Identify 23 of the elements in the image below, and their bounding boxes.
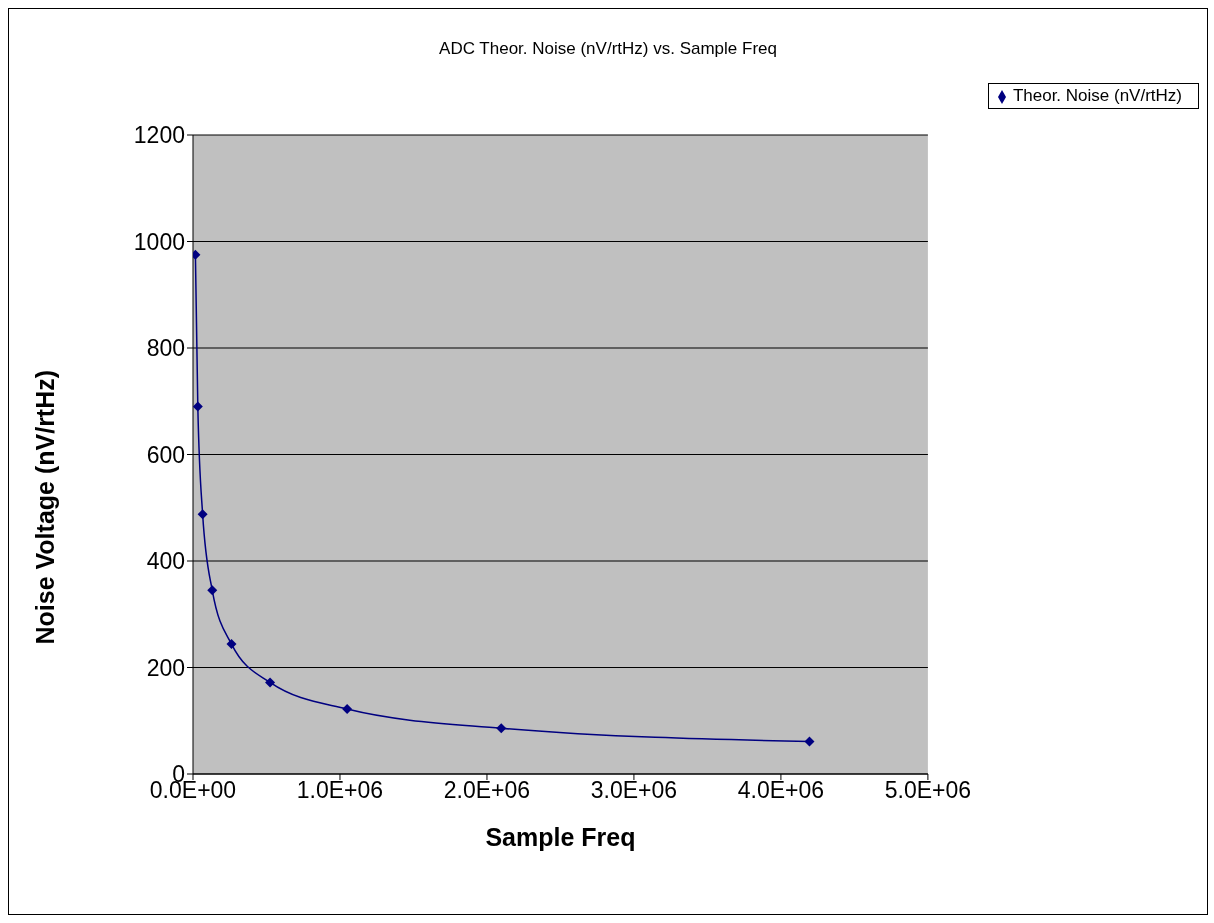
y-tick-label: 600 <box>146 441 185 468</box>
x-axis-title: Sample Freq <box>485 823 636 851</box>
chart-title: ADC Theor. Noise (nV/rtHz) vs. Sample Freq <box>438 39 778 59</box>
x-tick-label: 2.0E+06 <box>443 777 531 804</box>
x-tick-label: 5.0E+06 <box>884 777 972 804</box>
point <box>197 509 208 520</box>
x-tick-label: 1.0E+06 <box>296 777 384 804</box>
point <box>193 401 203 412</box>
point <box>496 723 507 734</box>
y-tick-label: 200 <box>146 654 185 681</box>
x-tick-label: 3.0E+06 <box>590 777 678 804</box>
y-tick-label: 1000 <box>133 228 185 255</box>
point <box>804 736 815 747</box>
y-tick-label: 800 <box>146 335 185 362</box>
y-tick-label: 400 <box>146 548 185 575</box>
y-tick-label: 1200 <box>133 122 185 149</box>
point <box>265 677 276 688</box>
y-axis-title: Noise Voltage (nV/rtHz) <box>30 369 59 645</box>
point <box>207 585 218 596</box>
point <box>342 704 353 715</box>
x-tick-label: 4.0E+06 <box>737 777 825 804</box>
point <box>226 639 237 650</box>
legend-label: Theor. Noise (nV/rtHz) <box>1012 86 1182 105</box>
